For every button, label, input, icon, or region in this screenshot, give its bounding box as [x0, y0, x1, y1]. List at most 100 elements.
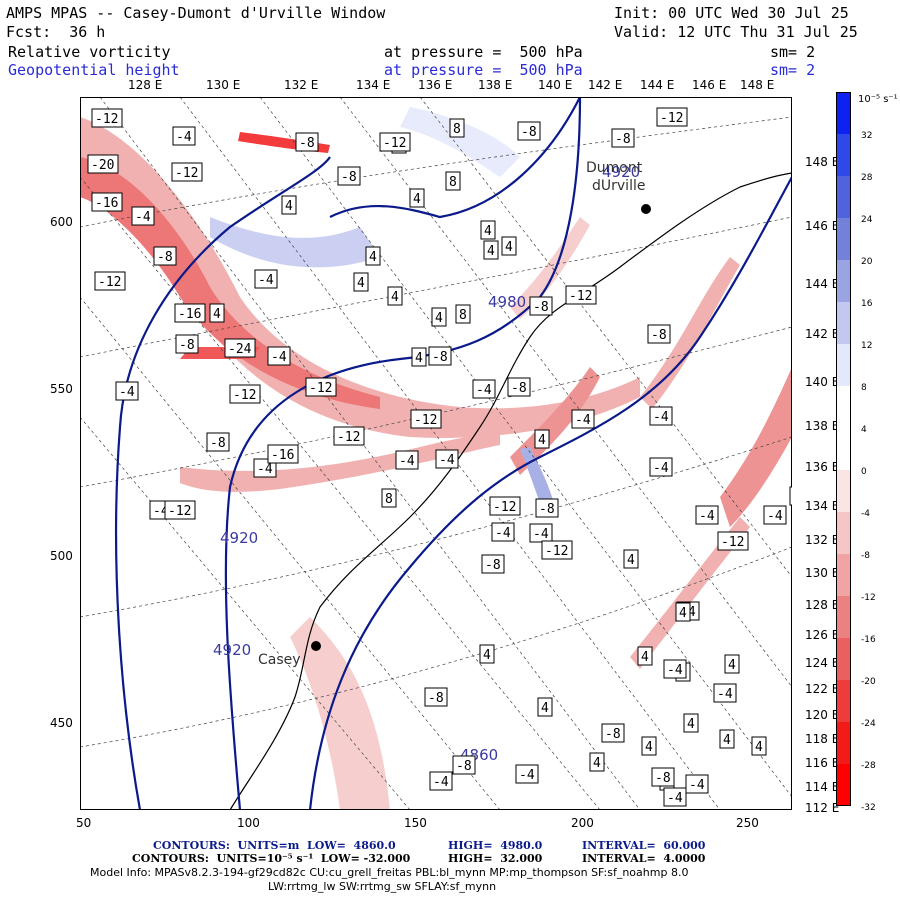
y-tick-label: 550: [50, 382, 73, 396]
vorticity-label-box: [409, 188, 425, 208]
vorticity-label: 8: [449, 118, 465, 138]
vorticity-label: -8: [647, 324, 671, 344]
height-contour-interval: INTERVAL= 60.000: [582, 839, 706, 852]
x-tick-label: 200: [571, 816, 594, 830]
vorticity-label-box: [305, 377, 337, 397]
vorticity-label: 4: [501, 236, 517, 256]
vorticity-label-box: [94, 271, 126, 291]
vorticity-label: -4: [395, 450, 419, 470]
colorbar-label: -32: [861, 803, 876, 812]
colorbar-label: -12: [861, 593, 876, 603]
vorticity-label-box: [281, 195, 297, 215]
vorticity-label-text: 4: [728, 658, 736, 673]
vorticity-label-box: [224, 338, 256, 358]
colorbar-label: -20: [861, 677, 876, 687]
vorticity-label-box: [649, 406, 673, 426]
vorticity-label-box: [517, 121, 541, 141]
vorticity-label: 4: [789, 486, 792, 506]
vorticity-label-text: -4: [135, 210, 151, 225]
vorticity-label-text: -12: [721, 535, 744, 550]
vorticity-label-box: [649, 457, 673, 477]
vorticity-label-box: [435, 449, 459, 469]
vorticity-label: 4: [431, 307, 447, 327]
vorticity-label: 4: [637, 646, 653, 666]
colorbar-label: 12: [861, 341, 872, 351]
map-frame: [80, 97, 792, 810]
right-lon-label: 138 E: [805, 419, 840, 433]
vorticity-label-box: [537, 697, 553, 717]
vorticity-label: -12: [489, 496, 521, 516]
coastline: [229, 172, 792, 810]
vorticity-label-text: 8: [459, 308, 467, 323]
vorticity-label-text: -4: [689, 778, 705, 793]
vorticity-label-box: [501, 236, 517, 256]
vorticity-label-text: 4: [391, 290, 399, 305]
colorbar-swatch: [836, 680, 851, 722]
vorticity-label-box: [647, 324, 671, 344]
vorticity-label-box: [174, 303, 206, 323]
vorticity-label-text: 8: [449, 175, 457, 190]
vorticity-label: -16: [174, 303, 206, 323]
height-contour-info: CONTOURS: UNITS=m LOW= 4860.0: [153, 839, 396, 852]
vorticity-label-text: -4: [399, 454, 415, 469]
vorticity-label: -4: [529, 523, 553, 543]
vorticity-label: -4: [763, 505, 787, 525]
field2-level: at pressure = 500 hPa: [384, 61, 583, 79]
vorticity-label: -12: [91, 108, 123, 128]
vorticity-label-text: -12: [414, 413, 437, 428]
vorticity-label-box: [663, 659, 687, 679]
vorticity-label: -12: [410, 409, 442, 429]
vorticity-label-box: [571, 409, 595, 429]
height-contour-high: HIGH= 4980.0: [448, 839, 543, 852]
vorticity-label-text: 8: [453, 122, 461, 137]
vorticity-label-box: [172, 126, 196, 146]
vorticity-label: 4: [589, 752, 605, 772]
vorticity-label-text: 4: [285, 199, 293, 214]
vorticity-label-box: [641, 736, 657, 756]
vorticity-label-box: [515, 764, 539, 784]
vorticity-label: -4: [515, 764, 539, 784]
colorbar-swatch: [836, 470, 851, 512]
vorticity-label-box: [491, 522, 515, 542]
vorticity-label-text: -8: [210, 436, 226, 451]
vorticity-label-box: [387, 286, 403, 306]
vorticity-label-text: -4: [495, 526, 511, 541]
vorticity-label-text: -4: [519, 768, 535, 783]
colorbar-label: 0: [861, 467, 867, 477]
vorticity-label-text: -12: [168, 504, 191, 519]
right-lon-label: 148 E: [805, 155, 840, 169]
colorbar-label: -24: [861, 719, 876, 729]
vorticity-label-box: [717, 531, 749, 551]
colorbar-swatch: [836, 596, 851, 638]
vorticity-label-text: -4: [667, 791, 683, 806]
vorticity-label-text: -4: [176, 130, 192, 145]
top-lon-label: 146 E: [692, 78, 727, 92]
vorticity-label-box: [719, 729, 735, 749]
vorticity-label: 4: [623, 549, 639, 569]
vorticity-label: -16: [267, 444, 299, 464]
vorticity-label-text: -4: [476, 383, 492, 398]
top-lon-label: 136 E: [418, 78, 453, 92]
field1-level: at pressure = 500 hPa: [384, 43, 583, 61]
vorticity-label: -12: [379, 132, 411, 152]
vorticity-label-box: [91, 108, 123, 128]
vorticity-label: -4: [267, 346, 291, 366]
vorticity-label: 4: [534, 429, 550, 449]
vorticity-label: -4: [172, 126, 196, 146]
vorticity-label-text: -8: [511, 381, 527, 396]
vorticity-label-box: [164, 500, 196, 520]
vorticity-label-box: [683, 713, 699, 733]
vorticity-label-box: [724, 654, 740, 674]
colorbar-swatch: [836, 92, 851, 134]
vorticity-label-box: [529, 523, 553, 543]
vorticity-label-text: 4: [357, 276, 365, 291]
vorticity-label-box: [131, 206, 155, 226]
right-lon-label: 142 E: [805, 327, 840, 341]
map-plot: 4920 4920 4980 4920 4860 Casey Dumont dU…: [80, 97, 792, 810]
vorticity-label-text: 4: [213, 307, 221, 322]
vorticity-label-text: -4: [767, 509, 783, 524]
vorticity-label-text: -8: [485, 558, 501, 573]
top-lon-label: 148 E: [740, 78, 775, 92]
colorbar-swatch: [836, 218, 851, 260]
vorticity-label-box: [529, 296, 553, 316]
